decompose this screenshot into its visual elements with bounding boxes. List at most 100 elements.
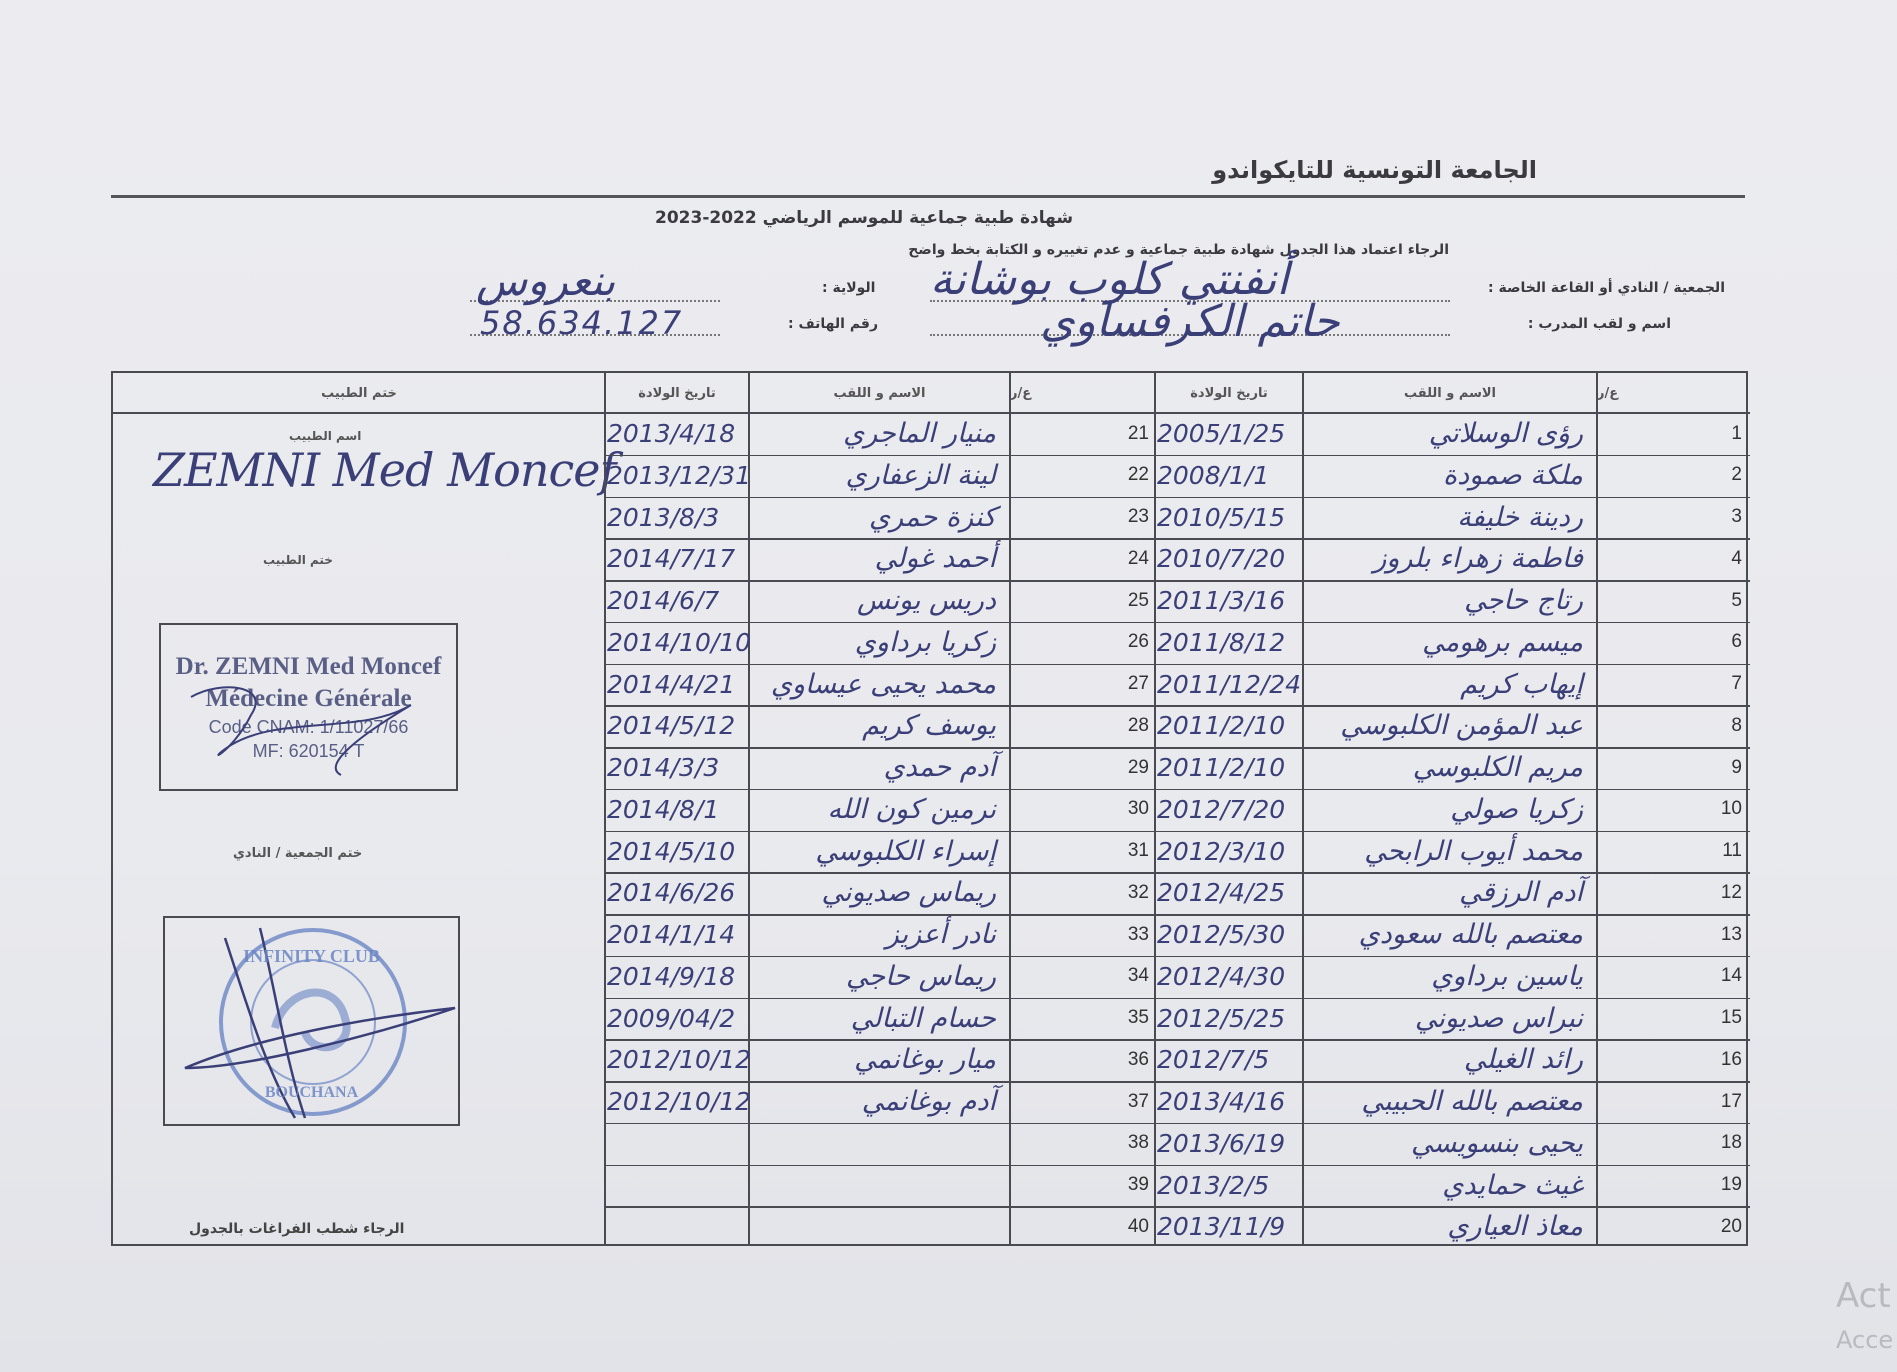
athlete-name: ردينة خليفة: [1457, 501, 1583, 533]
state-value: بنعروس: [476, 256, 616, 305]
birth-date: 2014/3/3: [607, 753, 720, 782]
athlete-name: نرمين كون الله: [827, 793, 996, 825]
birth-date: 2009/04/2: [607, 1003, 736, 1033]
athlete-name: زكريا صولي: [1450, 793, 1583, 825]
roster-table: ختم الطبيب تاريخ الولادة الاسم و اللقب ع…: [111, 371, 1750, 1247]
birth-date: 2013/4/16: [1157, 1087, 1286, 1116]
row-number: 32: [1127, 881, 1149, 903]
row-number: 16: [1720, 1048, 1742, 1070]
row-number: 27: [1127, 673, 1149, 694]
birth-date: 2013/11/9: [1157, 1212, 1286, 1242]
birth-date: 2012/5/30: [1157, 920, 1286, 949]
header-number-right: ع/ر: [1597, 385, 1619, 401]
athlete-name: غيث حمايدي: [1442, 1169, 1583, 1201]
row-divider: [605, 788, 1750, 791]
club-stamp-bottom: BOUCHANA: [264, 1084, 359, 1101]
row-number: 36: [1127, 1048, 1149, 1070]
birth-date: 2005/1/25: [1157, 419, 1286, 448]
athlete-name: معاذ العياري: [1447, 1211, 1583, 1243]
birth-date: 2014/4/21: [607, 669, 736, 699]
header-name-right: الاسم و اللقب: [1404, 385, 1497, 401]
athlete-name: رؤى الوسلاتي: [1428, 418, 1583, 449]
birth-date: 2010/7/20: [1157, 544, 1286, 574]
row-number: 15: [1720, 1007, 1742, 1028]
header-birth-right: تاريخ الولادة: [1190, 385, 1268, 401]
birth-date: 2012/7/20: [1157, 794, 1286, 824]
athlete-name: منيار الماجري: [843, 418, 996, 449]
birth-date: 2014/7/17: [607, 544, 736, 574]
row-number: 11: [1722, 840, 1742, 861]
athlete-name: دريس يونس: [857, 585, 996, 616]
athlete-name: نبراس صديوني: [1414, 1002, 1583, 1034]
club-stamp: INFINITY CLUB BOUCHANA: [163, 916, 460, 1126]
birth-date: 2011/3/16: [1157, 586, 1286, 615]
birth-date: 2010/5/15: [1157, 502, 1286, 532]
row-number: 9: [1731, 756, 1742, 778]
doctor-signature-name: ZEMNI Med Moncef: [153, 443, 617, 497]
birth-date: 2012/10/12: [607, 1045, 752, 1075]
row-number: 7: [1731, 673, 1742, 694]
row-number: 19: [1720, 1174, 1742, 1195]
athlete-name: معتصم بالله الحبيبي: [1361, 1086, 1583, 1117]
row-number: 17: [1720, 1090, 1742, 1112]
coach-value: حاتم الكرفساوي: [1040, 296, 1340, 347]
club-field-line: [930, 300, 1450, 302]
athlete-name: آدم بوغانمي: [861, 1086, 996, 1117]
athlete-name: رائد الغيلي: [1463, 1044, 1583, 1076]
row-number: 3: [1731, 506, 1742, 527]
athlete-name: رتاج حاجي: [1464, 585, 1583, 616]
row-divider: [605, 663, 1750, 665]
column-divider: [604, 373, 606, 1244]
birth-date: 2012/7/5: [1157, 1045, 1270, 1075]
athlete-name: معتصم بالله سعودي: [1358, 919, 1583, 950]
row-number: 29: [1127, 756, 1149, 778]
birth-date: 2014/1/14: [607, 920, 736, 949]
row-divider: [605, 914, 1750, 916]
athlete-name: ملكة صمودة: [1442, 459, 1583, 491]
athlete-name: لينة الزعفاري: [845, 459, 996, 491]
athlete-name: أحمد غولي: [874, 543, 996, 575]
column-divider: [1596, 373, 1598, 1244]
row-number: 39: [1127, 1174, 1149, 1195]
row-number: 31: [1127, 840, 1149, 861]
athlete-name: ياسين برداوي: [1431, 960, 1583, 992]
birth-date: 2011/12/24: [1157, 669, 1302, 699]
row-number: 23: [1127, 506, 1149, 527]
athlete-name: يوسف كريم: [862, 710, 996, 742]
athlete-name: [749, 1123, 1010, 1164]
birth-date: [605, 1206, 749, 1247]
row-number: 10: [1720, 798, 1742, 820]
birth-date: [605, 1165, 749, 1206]
row-divider: [605, 538, 1750, 540]
row-number: 4: [1731, 547, 1742, 569]
birth-date: 2008/1/1: [1157, 460, 1270, 490]
row-number: 34: [1127, 965, 1149, 987]
athlete-name: آدم الرزقي: [1459, 877, 1583, 909]
row-number: 28: [1127, 714, 1149, 736]
athlete-name: مريم الكلبوسي: [1412, 752, 1583, 783]
row-number: 21: [1127, 422, 1149, 444]
athlete-name: محمد أيوب الرابحي: [1364, 835, 1583, 867]
birth-date: 2014/5/12: [607, 711, 736, 741]
row-number: 12: [1720, 881, 1742, 903]
birth-date: 2012/3/10: [1157, 836, 1286, 866]
row-divider: [605, 1206, 1750, 1208]
row-number: 33: [1127, 923, 1149, 945]
birth-date: 2012/4/25: [1157, 878, 1286, 908]
row-number: 13: [1720, 923, 1742, 945]
doctor-signature-scribble: [190, 686, 412, 776]
athlete-name: [749, 1165, 1010, 1206]
athlete-name: كنزة حمري: [869, 501, 996, 533]
column-divider: [1302, 373, 1304, 1244]
doctor-stamp: Dr. ZEMNI Med Moncef Médecine Générale C…: [159, 623, 458, 791]
coach-field-line: [930, 334, 1450, 336]
athlete-name: [749, 1206, 1010, 1247]
phone-value: 58.634.127: [480, 304, 684, 342]
birth-date: 2013/8/3: [607, 502, 720, 532]
athlete-name: عبد المؤمن الكلبوسي: [1340, 710, 1583, 742]
header-birth-left: تاريخ الولادة: [638, 385, 716, 401]
column-divider: [1154, 373, 1156, 1244]
row-divider: [605, 955, 1750, 958]
row-divider: [605, 580, 1750, 582]
athlete-name: ريماس حاجي: [845, 960, 996, 992]
